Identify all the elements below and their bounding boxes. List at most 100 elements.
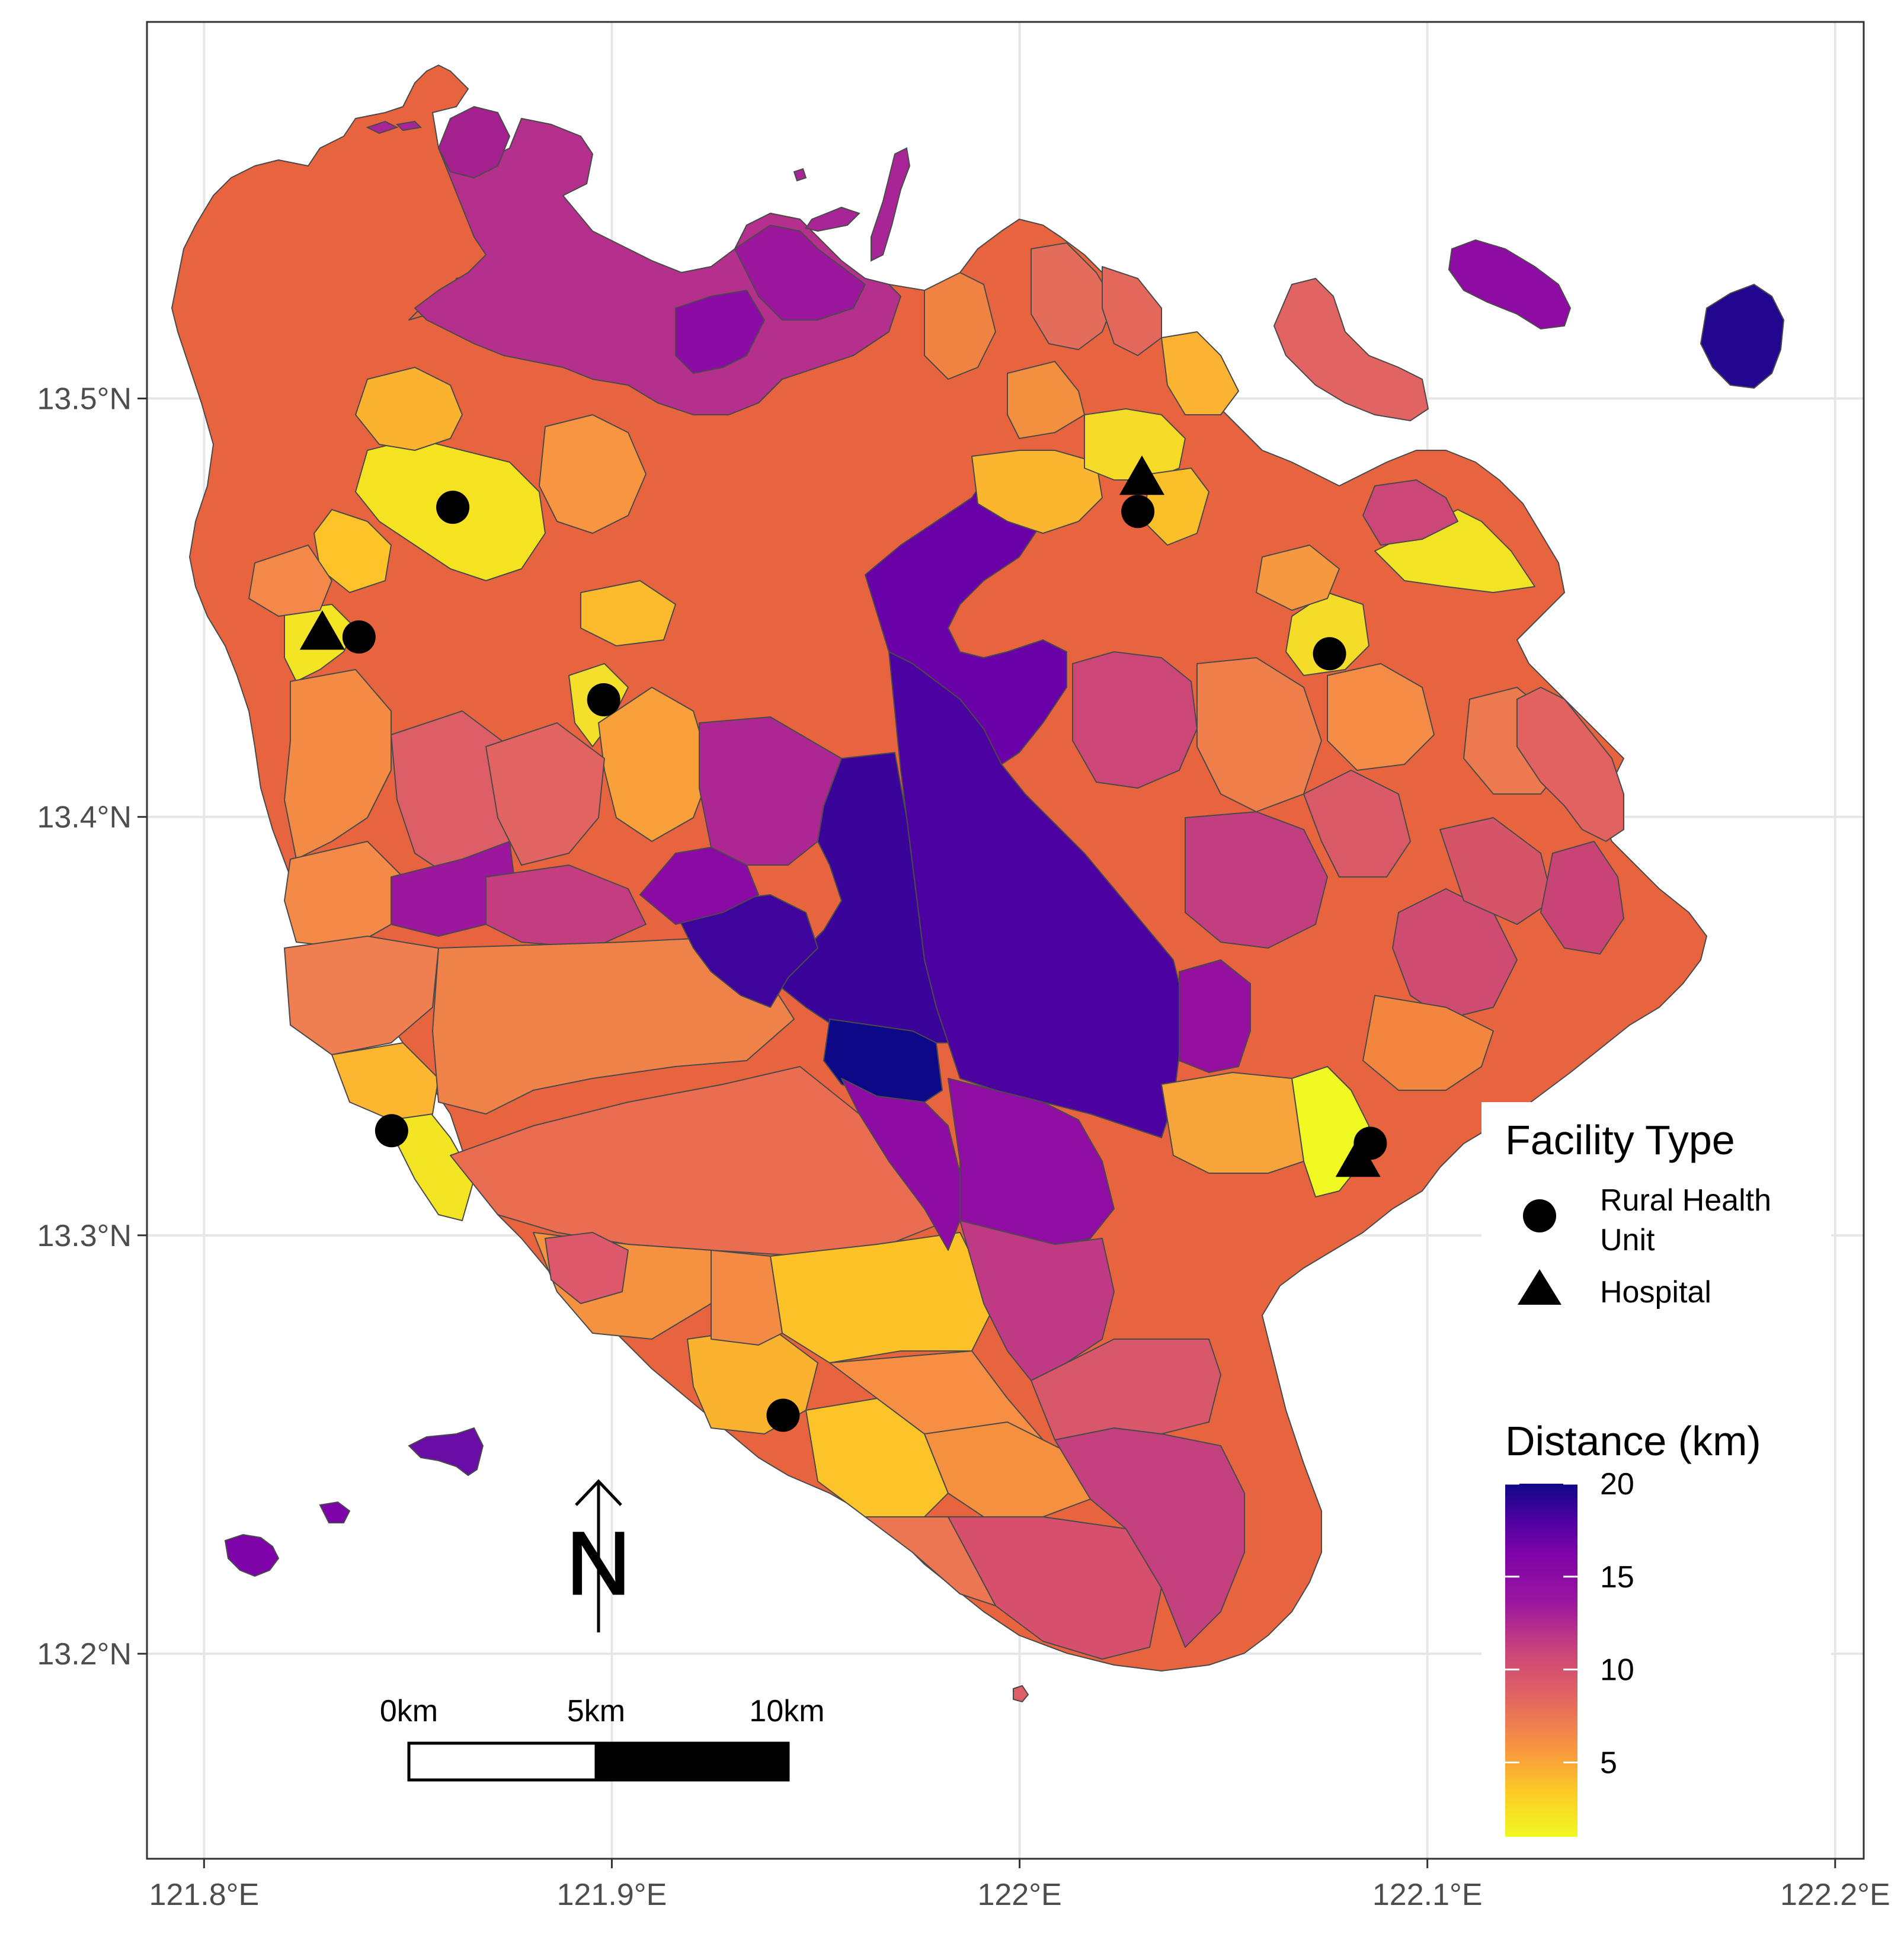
island-sw-purple-2	[319, 1501, 351, 1523]
region-w-coast-yellow	[391, 1107, 475, 1221]
legend-triangle-icon	[1518, 1269, 1561, 1305]
x-tick-label: 122.2°E	[1780, 1878, 1890, 1912]
region-w-orange-c	[284, 936, 439, 1055]
legend-label-rhu-line1: Rural Health	[1600, 1183, 1771, 1218]
region-s-red	[948, 1516, 1162, 1660]
region-w-red-b	[485, 722, 605, 866]
region-ne-orange-2	[924, 272, 996, 380]
colorbar-label-15: 15	[1600, 1560, 1634, 1594]
region-center-navy	[823, 1019, 943, 1103]
region-ne-red-3	[1072, 651, 1198, 789]
region-north-purple	[675, 290, 765, 374]
region-ne-red-4	[1303, 770, 1411, 878]
hospital-marker-icon	[1119, 455, 1165, 495]
region-north-magenta	[414, 118, 901, 415]
y-tick-label: 13.5°N	[37, 382, 132, 417]
y-tick-label: 13.2°N	[37, 1637, 132, 1672]
facility-markers	[299, 455, 1387, 1432]
distance-colorbar	[1505, 1484, 1577, 1837]
facility-legend-title: Facility Type	[1505, 1117, 1735, 1163]
island-n-magenta-sliver-4	[793, 168, 807, 182]
x-tick-label: 121.9°E	[557, 1878, 667, 1912]
rural-health-unit-marker-icon	[1313, 637, 1346, 671]
scale-label-0: 0km	[380, 1694, 438, 1728]
region-s-orange	[711, 1250, 783, 1346]
region-ne-red	[1031, 242, 1115, 350]
island-n-magenta-sliver-1	[805, 206, 860, 232]
rural-health-unit-marker-icon	[587, 683, 620, 716]
island-sw-purple-1	[408, 1427, 484, 1477]
scale-bar: 0km 5km 10km	[380, 1694, 825, 1782]
north-arrow: N	[565, 1479, 632, 1632]
scale-label-5: 5km	[567, 1694, 625, 1728]
region-sw-red	[545, 1232, 629, 1304]
region-ne-purple	[1179, 959, 1251, 1073]
region-north-tip	[438, 106, 510, 178]
region-center-red-south	[1031, 1339, 1221, 1440]
distance-legend-title: Distance (km)	[1505, 1418, 1761, 1464]
region-center-mid-magenta	[699, 716, 842, 866]
colorbar-label-5: 5	[1600, 1746, 1617, 1781]
region-e-orange-coast	[1362, 995, 1494, 1091]
y-tick-label: 13.3°N	[37, 1219, 132, 1253]
north-arrow-label: N	[567, 1513, 631, 1613]
island-ne-navy	[1700, 283, 1785, 389]
rural-health-unit-marker-icon	[436, 491, 470, 524]
facility-legend: Facility Type Rural Health Unit Hospital	[1481, 1102, 1831, 1327]
colorbar-ticks: 20 15 10 5	[1505, 1467, 1634, 1781]
region-e-gold	[1161, 1072, 1304, 1174]
distance-legend: Distance (km) 20 15 10 5	[1481, 1404, 1831, 1843]
island-ne-red	[1273, 277, 1429, 422]
region-nw-amber	[313, 509, 392, 593]
x-axis: 121.8°E 121.9°E 122°E 122.1°E 122.2°E	[149, 1859, 1890, 1912]
region-ne-gold-3	[1161, 331, 1239, 415]
island-ne-purple	[1448, 239, 1572, 330]
scale-bar-black-segment	[594, 1741, 790, 1782]
rural-health-unit-marker-icon	[375, 1114, 408, 1148]
region-north-violet	[734, 225, 866, 321]
x-tick-label: 121.8°E	[149, 1878, 260, 1912]
x-tick-label: 122°E	[977, 1878, 1061, 1912]
island-n-magenta-sliver-2	[366, 120, 399, 135]
region-s-orange-4	[865, 1516, 996, 1606]
region-w-magenta	[485, 864, 647, 949]
colorbar-label-10: 10	[1600, 1653, 1634, 1688]
scale-bar-white-segment	[407, 1741, 598, 1782]
panel-border	[146, 21, 1865, 1860]
colorbar-label-20: 20	[1600, 1467, 1634, 1501]
island-s-red-tiny	[1013, 1685, 1029, 1703]
region-ne-magenta	[1185, 811, 1328, 949]
legend-label-hospital: Hospital	[1600, 1275, 1711, 1309]
region-center-purple-south-2	[948, 1078, 1115, 1251]
island-n-magenta-sliver-3	[395, 120, 423, 132]
region-ne-yellow	[1084, 408, 1186, 481]
hospital-marker-icon	[299, 610, 345, 650]
region-nc-gold	[580, 580, 676, 646]
region-ne-orange-4	[1327, 663, 1435, 771]
y-axis: 13.5°N 13.4°N 13.3°N 13.2°N	[37, 382, 147, 1672]
legend-circle-icon	[1523, 1199, 1556, 1232]
region-s-gold-2	[770, 1232, 996, 1363]
island-sw-purple-3	[224, 1533, 280, 1577]
region-ne-red-coast	[1362, 479, 1458, 546]
region-nc-gold-2	[598, 687, 712, 842]
region-e-red-coast	[1392, 888, 1518, 1020]
region-ne-yellow-2	[1285, 592, 1369, 676]
hospital-marker-icon	[1335, 1137, 1381, 1177]
region-center-violet-west	[639, 847, 759, 925]
x-tick-label: 122.1°E	[1372, 1878, 1483, 1912]
region-ne-orange	[1007, 361, 1085, 439]
region-ne-gold	[971, 450, 1103, 534]
region-w-coast-gold	[331, 1042, 439, 1120]
rural-health-unit-marker-icon	[342, 620, 376, 654]
north-arrow-head-icon	[575, 1479, 622, 1506]
legend-label-rhu-line2: Unit	[1600, 1223, 1655, 1257]
region-s-orange-3	[924, 1421, 1091, 1517]
region-ne-orange-5	[1256, 545, 1340, 611]
region-ne-red-2	[1102, 266, 1162, 356]
rural-health-unit-marker-icon	[766, 1398, 800, 1432]
region-e-magenta-tip	[1540, 841, 1624, 955]
outlying-islands	[224, 120, 1785, 1703]
rural-health-unit-marker-icon	[1121, 495, 1155, 529]
